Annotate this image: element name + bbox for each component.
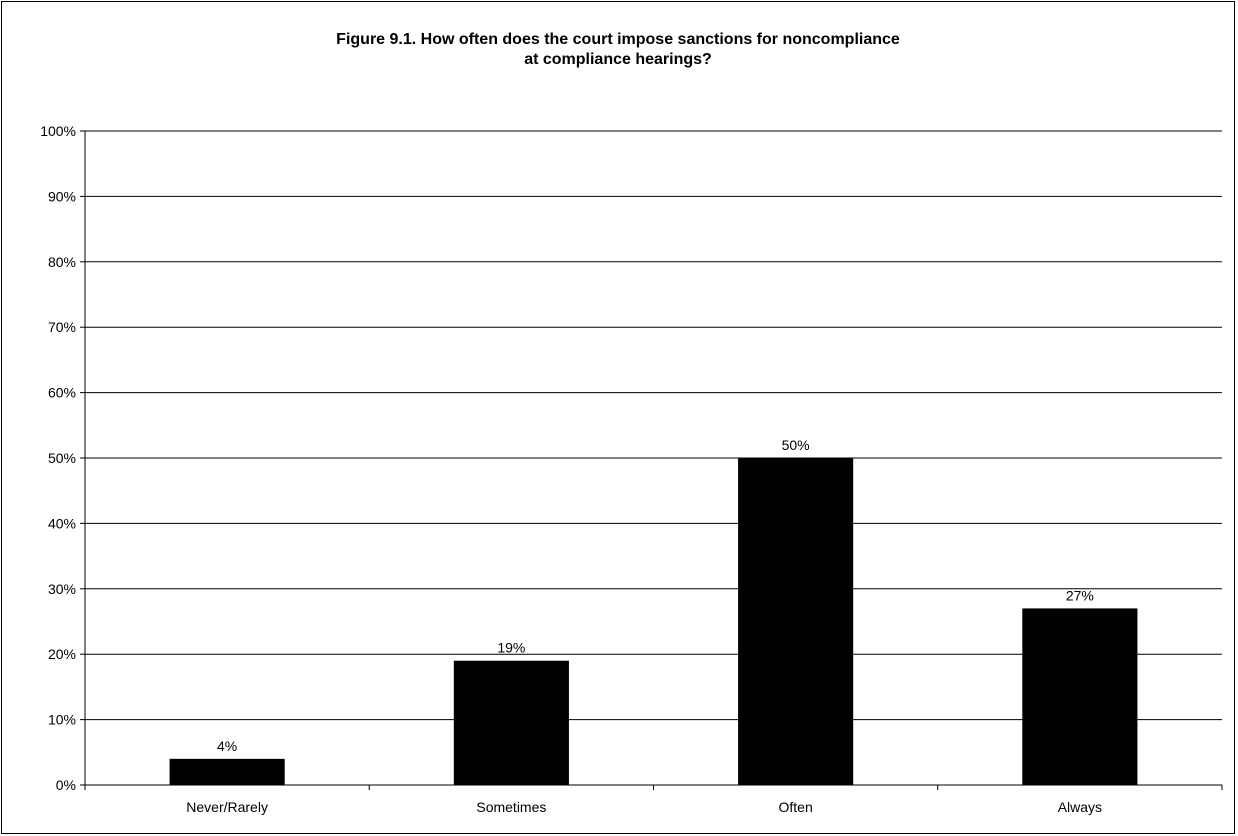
bar-sometimes	[453, 660, 569, 785]
bar-always	[1022, 608, 1138, 785]
x-tick-label: Sometimes	[476, 799, 546, 815]
x-tick-label: Often	[779, 799, 813, 815]
value-label: 19%	[497, 640, 525, 656]
gridlines	[85, 130, 1222, 721]
y-tick-label: 40%	[48, 515, 76, 531]
y-axis: 0% 10% 20% 30% 40% 50% 60% 70% 80% 90% 100%	[40, 123, 86, 793]
value-label: 4%	[217, 738, 237, 754]
chart-title: Figure 9.1. How often does the court imp…	[0, 30, 1236, 70]
bar-never-rarely	[169, 758, 285, 785]
chart-title-line-2: at compliance hearings?	[524, 51, 712, 68]
y-tick-label: 10%	[48, 712, 76, 728]
value-label: 27%	[1066, 587, 1094, 603]
y-tick-label: 50%	[48, 450, 76, 466]
x-tick-label: Always	[1058, 799, 1102, 815]
y-tick-label: 30%	[48, 581, 76, 597]
y-tick-label: 0%	[56, 777, 76, 793]
y-tick-label: 60%	[48, 385, 76, 401]
value-label: 50%	[782, 437, 810, 453]
y-tick-label: 20%	[48, 646, 76, 662]
bars	[169, 458, 1138, 785]
bar-often	[738, 458, 854, 785]
value-labels: 4% 19% 50% 27%	[217, 437, 1094, 754]
y-tick-label: 70%	[48, 319, 76, 335]
y-tick-label: 90%	[48, 188, 76, 204]
x-axis: Never/Rarely Sometimes Often Always	[84, 784, 1223, 815]
x-tick-label: Never/Rarely	[186, 799, 268, 815]
y-tick-label: 80%	[48, 254, 76, 270]
y-tick-label: 100%	[40, 123, 76, 139]
chart-title-line-1: Figure 9.1. How often does the court imp…	[336, 31, 900, 48]
